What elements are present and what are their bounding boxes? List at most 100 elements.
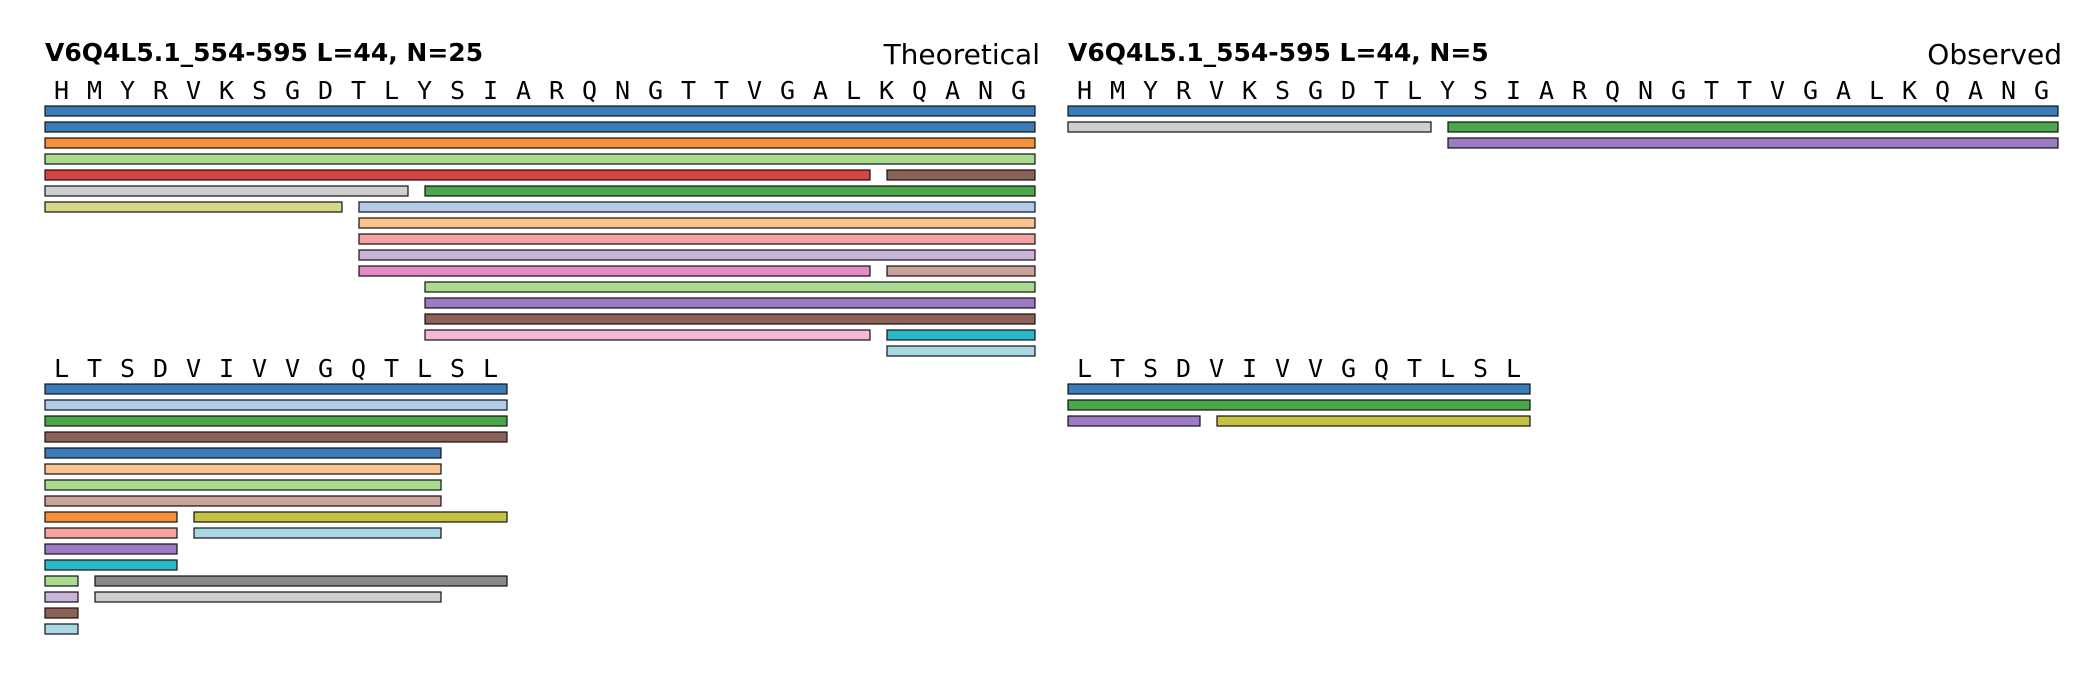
residue-letter: G bbox=[1011, 76, 1026, 105]
residue-letter: L bbox=[483, 354, 498, 383]
residue-letter: S bbox=[450, 354, 465, 383]
peptide-bar bbox=[886, 345, 1036, 357]
residue-letter: G bbox=[1671, 76, 1686, 105]
residue-letter: G bbox=[648, 76, 663, 105]
peptide-bar bbox=[94, 575, 508, 587]
peptide-bar bbox=[424, 313, 1036, 325]
residue-letter: A bbox=[1968, 76, 1983, 105]
residue-letter: V bbox=[1275, 354, 1290, 383]
residue-letter: A bbox=[516, 76, 531, 105]
peptide-bar bbox=[358, 233, 1036, 245]
residue-letter: L bbox=[846, 76, 861, 105]
residue-letter: Q bbox=[1374, 354, 1389, 383]
residue-letter: H bbox=[54, 76, 69, 105]
residue-letter: V bbox=[1308, 354, 1323, 383]
peptide-bar bbox=[193, 511, 508, 523]
peptide-bar bbox=[424, 281, 1036, 293]
residue-letter: G bbox=[2034, 76, 2049, 105]
residue-letter: T bbox=[681, 76, 696, 105]
panel-title-observed: V6Q4L5.1_554-595 L=44, N=5 bbox=[1068, 38, 1489, 67]
peptide-bar bbox=[44, 463, 442, 475]
residue-letter: V bbox=[186, 354, 201, 383]
residue-letter: L bbox=[54, 354, 69, 383]
peptide-bar bbox=[1067, 415, 1201, 427]
peptide-bar bbox=[44, 495, 442, 507]
residue-letter: S bbox=[1143, 354, 1158, 383]
peptide-bar bbox=[94, 591, 442, 603]
residue-letter: S bbox=[1275, 76, 1290, 105]
residue-letter: D bbox=[1341, 76, 1356, 105]
residue-letter: V bbox=[1209, 354, 1224, 383]
peptide-bar bbox=[44, 623, 79, 635]
peptide-bar bbox=[1067, 399, 1531, 411]
peptide-bar bbox=[44, 105, 1036, 117]
peptide-bar bbox=[358, 249, 1036, 261]
residue-letter: Y bbox=[417, 76, 432, 105]
residue-letter: R bbox=[1572, 76, 1588, 105]
peptide-bar bbox=[424, 185, 1036, 197]
peptide-bar bbox=[44, 153, 1036, 165]
residue-letter: S bbox=[252, 76, 267, 105]
residue-letter: N bbox=[615, 76, 630, 105]
residue-letter: I bbox=[219, 354, 234, 383]
residue-letter: A bbox=[813, 76, 828, 105]
residue-letter: Y bbox=[1440, 76, 1455, 105]
residue-letter: S bbox=[120, 354, 135, 383]
residue-letter: D bbox=[1176, 354, 1191, 383]
residue-letter: L bbox=[1869, 76, 1884, 105]
residue-letter: D bbox=[153, 354, 168, 383]
peptide-bar bbox=[358, 217, 1036, 229]
panel-theoretical: V6Q4L5.1_554-595 L=44, N=25 Theoretical … bbox=[44, 38, 1040, 635]
residue-letter: T bbox=[351, 76, 366, 105]
residue-letter: G bbox=[1308, 76, 1323, 105]
residue-letter: G bbox=[318, 354, 333, 383]
residue-letter: A bbox=[1539, 76, 1554, 105]
residue-letter: S bbox=[1473, 354, 1488, 383]
peptide-bar bbox=[44, 479, 442, 491]
peptide-bar bbox=[44, 511, 178, 523]
peptide-bar bbox=[1067, 121, 1432, 133]
panel-label-observed: Observed bbox=[1927, 38, 2062, 71]
residue-letter: Q bbox=[351, 354, 366, 383]
residue-letter: H bbox=[1077, 76, 1092, 105]
residue-letter: Q bbox=[1935, 76, 1950, 105]
residue-letter: T bbox=[714, 76, 729, 105]
residue-letter: L bbox=[1077, 354, 1092, 383]
residue-letter: I bbox=[483, 76, 498, 105]
peptide-bar bbox=[358, 265, 871, 277]
peptide-bar bbox=[358, 201, 1036, 213]
peptide-bar bbox=[886, 169, 1036, 181]
residue-letter: A bbox=[945, 76, 960, 105]
residue-letter: V bbox=[747, 76, 762, 105]
panel-label-theoretical: Theoretical bbox=[883, 38, 1040, 71]
residue-letter: L bbox=[384, 76, 399, 105]
residue-letter: L bbox=[1407, 76, 1422, 105]
residue-letter: L bbox=[417, 354, 432, 383]
residue-letter: R bbox=[1176, 76, 1192, 105]
residue-letter: N bbox=[1638, 76, 1653, 105]
peptide-bar bbox=[44, 447, 442, 459]
peptide-bar bbox=[44, 399, 508, 411]
peptide-bar bbox=[1447, 137, 2059, 149]
peptide-bar bbox=[44, 201, 343, 213]
residue-letter: S bbox=[450, 76, 465, 105]
residue-letter: T bbox=[1110, 354, 1125, 383]
peptide-bar bbox=[424, 329, 871, 341]
residue-letter: V bbox=[1209, 76, 1224, 105]
residue-letter: G bbox=[780, 76, 795, 105]
residue-letter: V bbox=[186, 76, 201, 105]
residue-letter: K bbox=[1902, 76, 1917, 105]
residue-letter: K bbox=[879, 76, 894, 105]
residue-letter: R bbox=[153, 76, 169, 105]
residue-letter: I bbox=[1506, 76, 1521, 105]
residue-letter: T bbox=[384, 354, 399, 383]
residue-letter: M bbox=[1110, 76, 1125, 105]
residue-letter: G bbox=[285, 76, 300, 105]
residue-letter: T bbox=[1407, 354, 1422, 383]
peptide-bar bbox=[886, 329, 1036, 341]
